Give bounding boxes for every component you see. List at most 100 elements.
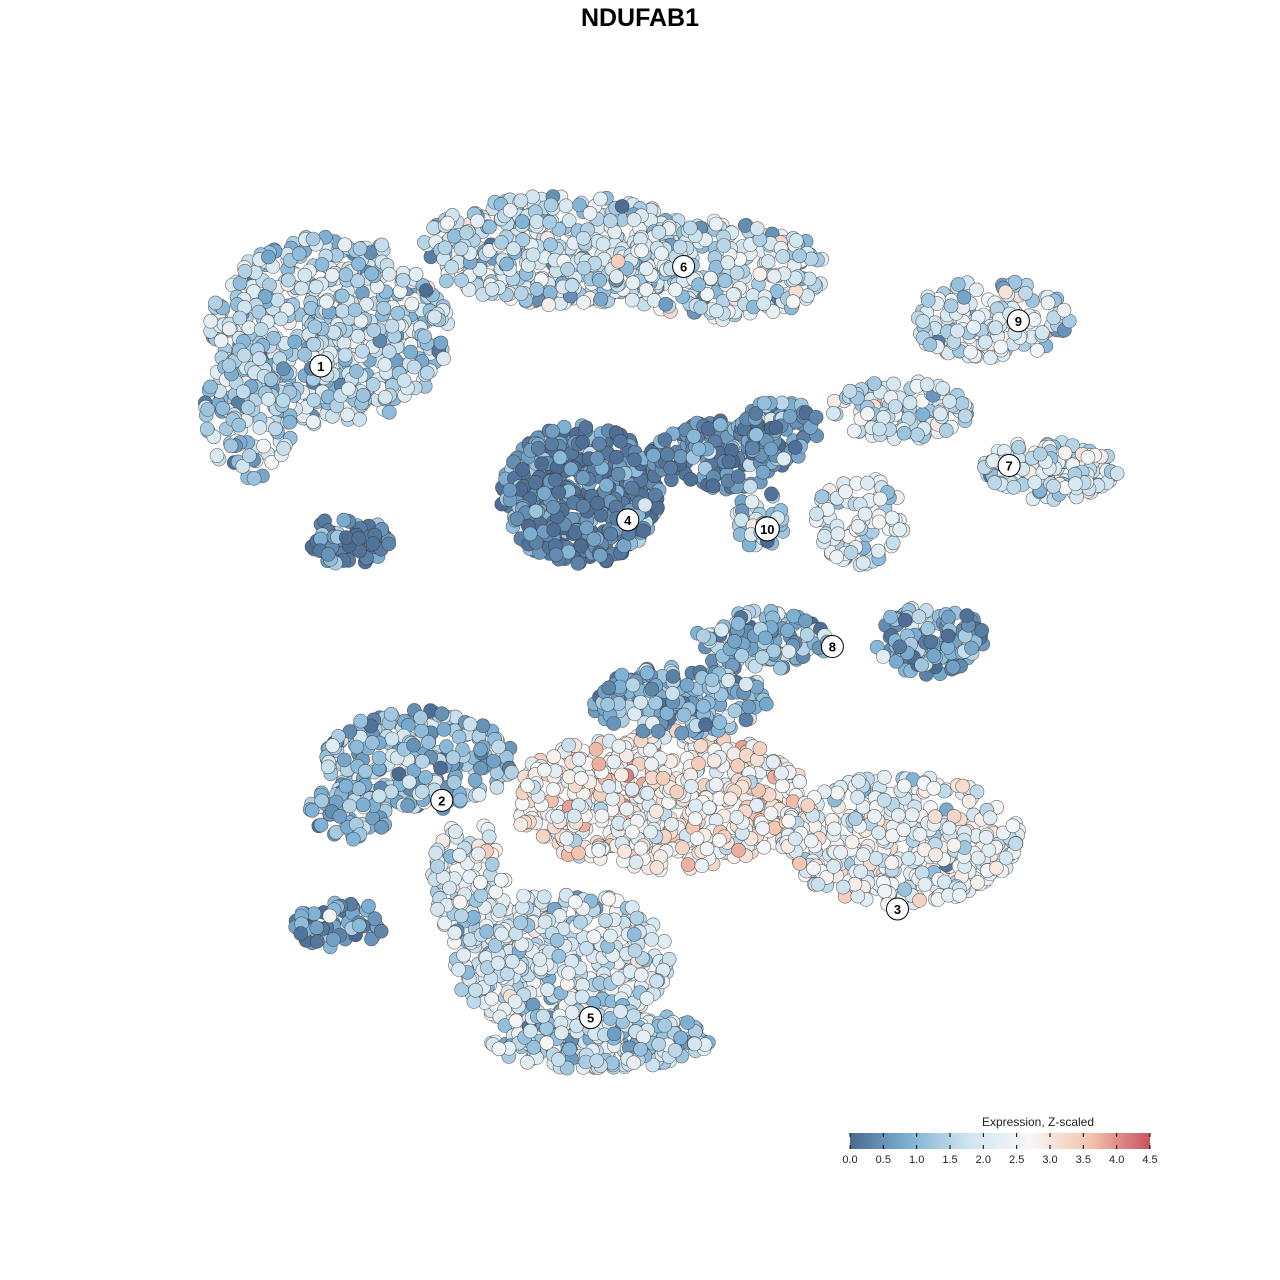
cell-point [1008, 836, 1024, 851]
cell-point [920, 293, 936, 308]
cell-point [648, 487, 663, 503]
cell-point [513, 817, 529, 832]
cell-point [232, 310, 248, 326]
cell-point [657, 1018, 673, 1033]
cell-point [625, 275, 641, 291]
cell-point [605, 791, 620, 807]
cell-point [896, 822, 912, 838]
cell-point [808, 409, 824, 425]
cell-point [915, 313, 931, 329]
cell-point [305, 231, 321, 247]
cell-point [361, 898, 376, 914]
cell-point [952, 887, 967, 903]
cell-point [560, 262, 575, 277]
cell-point [941, 609, 956, 625]
cell-point [763, 806, 779, 821]
cell-point [320, 759, 336, 775]
cell-point [966, 319, 982, 335]
cell-point [664, 816, 679, 832]
cell-point [446, 774, 462, 790]
cell-point [404, 296, 420, 312]
cell-point [603, 213, 618, 228]
cell-point [591, 436, 607, 452]
cell-point [696, 628, 711, 644]
cell-point [256, 438, 271, 454]
cell-point [377, 389, 393, 405]
cell-point [675, 840, 690, 856]
cell-point [371, 750, 387, 766]
cell-point [433, 335, 449, 351]
cell-point [546, 749, 562, 765]
cell-point [593, 507, 609, 523]
cell-point [561, 544, 576, 560]
cell-point [546, 522, 561, 538]
cell-point [870, 543, 886, 559]
cell-point [213, 333, 229, 349]
cell-point [444, 259, 460, 275]
cell-point [203, 313, 218, 329]
cell-point [689, 831, 705, 846]
cell-point [199, 421, 215, 437]
cell-point [354, 343, 370, 359]
cell-point [792, 774, 807, 790]
cell-point [595, 236, 611, 252]
cell-point [727, 633, 742, 649]
cell-point [612, 433, 628, 449]
cell-point [406, 359, 422, 375]
cell-point [499, 256, 515, 272]
cell-point [520, 778, 535, 793]
cell-point [928, 847, 943, 863]
cell-point [280, 272, 296, 288]
cell-point [419, 365, 435, 381]
cell-point [282, 414, 298, 430]
cell-point [977, 334, 993, 350]
cell-point [896, 425, 912, 441]
cell-point [364, 735, 380, 750]
cell-point [453, 241, 469, 257]
cell-point [649, 803, 664, 819]
cell-point [1046, 478, 1061, 494]
cell-point [383, 706, 399, 722]
cell-point [708, 216, 724, 232]
cell-point [792, 856, 808, 871]
cell-point [737, 218, 753, 233]
cell-point [591, 842, 607, 858]
cell-point [599, 477, 614, 493]
cell-point [433, 760, 448, 776]
chart-title: NDUFAB1 [580, 4, 700, 32]
cell-point [636, 1029, 651, 1045]
cell-point [523, 1023, 538, 1039]
cell-point [920, 621, 936, 636]
cell-point [534, 456, 549, 471]
cell-point [489, 779, 505, 795]
cell-point [708, 777, 724, 792]
cell-point [209, 448, 225, 463]
cell-point [917, 877, 933, 892]
cell-point [593, 191, 608, 207]
cell-point [961, 794, 977, 809]
cell-point [522, 526, 538, 542]
cell-point [336, 512, 352, 528]
cell-point [1080, 449, 1096, 465]
cell-point [866, 376, 882, 391]
cell-point [519, 1055, 535, 1070]
cell-point [872, 491, 888, 507]
cell-point [842, 383, 858, 399]
cell-point [571, 845, 586, 861]
cell-point [364, 266, 379, 281]
cell-point [221, 358, 237, 373]
cell-point [223, 438, 239, 454]
cell-point [325, 738, 341, 753]
cell-point [774, 765, 789, 781]
cell-point [573, 914, 588, 930]
cell-point [504, 764, 519, 780]
cell-point [376, 300, 392, 316]
cell-point [978, 829, 994, 845]
cell-point [955, 778, 970, 794]
cell-point [203, 379, 218, 395]
cell-point [237, 263, 253, 279]
cell-point [502, 482, 518, 498]
cell-point [350, 273, 366, 289]
cell-point [350, 328, 366, 344]
